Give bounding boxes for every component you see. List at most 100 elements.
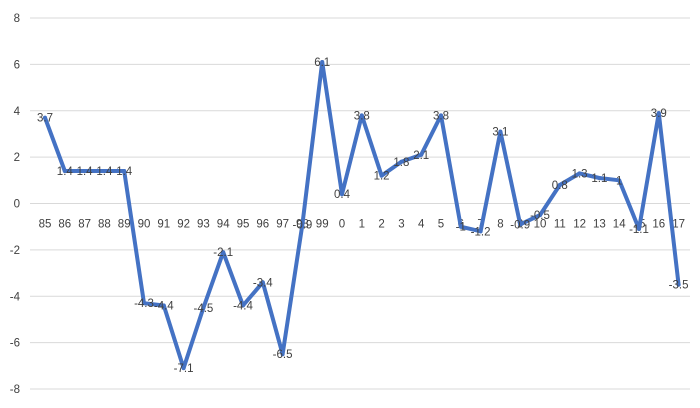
data-point — [181, 366, 186, 371]
x-tick-label: 97 — [276, 219, 289, 231]
data-label: 3.7 — [37, 113, 53, 125]
data-label: -7.1 — [174, 363, 194, 375]
x-tick-label: 3 — [398, 219, 404, 231]
data-point — [260, 280, 265, 285]
x-tick-label: 89 — [118, 219, 131, 231]
data-point — [142, 301, 146, 306]
data-point — [458, 224, 463, 229]
x-tick-label: 11 — [554, 219, 566, 231]
x-tick-label: 85 — [39, 219, 52, 231]
data-point — [280, 352, 285, 357]
y-axis-tick-labels: 8 6 4 2 0 -2 -4 -6 -8 — [10, 13, 21, 396]
data-labels: 3.71.4 1.4 1.4 1.4-4.3 -4.4-7.1-4.5-2.1-4.4-… — [37, 57, 689, 375]
data-point — [538, 213, 542, 218]
x-tick-label: 87 — [78, 219, 91, 231]
x-tick-label: 94 — [217, 219, 230, 231]
data-label: 2.1 — [413, 150, 429, 162]
y-tick-label: 0 — [14, 199, 20, 211]
data-point — [518, 222, 523, 227]
y-tick-label: 2 — [14, 152, 20, 164]
data-label: -4.5 — [193, 303, 213, 315]
data-label: 3.9 — [651, 108, 667, 120]
data-point — [122, 169, 127, 174]
data-label: -6.5 — [273, 349, 293, 361]
data-point — [221, 250, 226, 255]
data-label: 1.3 — [572, 168, 588, 180]
x-tick-label: 99 — [316, 219, 329, 231]
data-point — [359, 113, 364, 118]
data-label: -1.2 — [471, 226, 491, 238]
data-label: 1.2 — [374, 171, 390, 183]
y-tick-label: 8 — [14, 13, 20, 25]
y-tick-label: 6 — [14, 59, 20, 71]
data-label: 1.8 — [393, 157, 409, 169]
x-tick-label: 14 — [613, 219, 626, 231]
series-line — [43, 60, 681, 371]
data-label: -0.9 — [510, 219, 530, 231]
data-label: 0.8 — [552, 180, 568, 192]
data-label: 1 — [616, 175, 622, 187]
data-point — [557, 182, 562, 187]
x-tick-label: 12 — [573, 219, 586, 231]
x-tick-label: 90 — [138, 219, 151, 231]
data-label: 3.1 — [492, 127, 508, 139]
data-label: 0.4 — [334, 189, 351, 201]
data-label: -3.5 — [669, 280, 689, 292]
data-label: 3.8 — [433, 110, 449, 122]
x-tick-label: 5 — [438, 219, 444, 231]
data-label: 1.4 — [116, 166, 133, 178]
data-label: -0.9 — [292, 219, 312, 231]
data-point — [161, 303, 166, 308]
data-label: -4.4 — [154, 301, 174, 313]
data-label: -3.4 — [253, 277, 273, 289]
data-point — [379, 173, 384, 178]
data-point — [656, 111, 661, 116]
data-label: 1.4 — [77, 166, 94, 178]
data-point — [43, 115, 47, 120]
x-tick-label: 4 — [418, 219, 425, 231]
x-tick-label: 88 — [98, 219, 111, 231]
data-point — [62, 169, 67, 174]
data-point — [102, 169, 107, 174]
data-label: -2.1 — [213, 247, 233, 259]
x-tick-label: 86 — [58, 219, 71, 231]
data-point — [676, 282, 681, 287]
data-point — [637, 227, 641, 232]
data-point — [320, 60, 325, 65]
data-point — [419, 152, 424, 157]
y-tick-label: -2 — [10, 245, 20, 257]
y-tick-label: -6 — [10, 338, 20, 350]
data-label: -0.5 — [530, 210, 550, 222]
data-label: 1.4 — [96, 166, 113, 178]
data-label: -1 — [456, 222, 466, 234]
data-point — [399, 159, 404, 164]
x-tick-label: 10 — [534, 219, 547, 231]
data-label: 3.8 — [354, 110, 370, 122]
data-point — [241, 303, 245, 308]
y-tick-label: 4 — [14, 106, 21, 118]
x-axis-tick-labels: 8586878889909192939495969798990123456789… — [39, 219, 685, 231]
data-label: 6.1 — [314, 57, 330, 69]
data-point — [300, 222, 305, 227]
series-line-group — [43, 60, 681, 371]
data-label: -4.4 — [233, 301, 253, 313]
data-label: 1.1 — [591, 173, 607, 185]
x-tick-label: 92 — [177, 219, 190, 231]
data-label: -4.3 — [134, 298, 154, 310]
x-tick-label: 1 — [359, 219, 365, 231]
data-point — [577, 171, 582, 176]
data-label: -1.1 — [629, 224, 649, 236]
y-tick-label: -8 — [10, 384, 20, 396]
x-tick-label: 13 — [593, 219, 606, 231]
x-tick-label: 95 — [237, 219, 250, 231]
x-tick-label: 91 — [157, 219, 170, 231]
x-tick-label: 16 — [652, 219, 665, 231]
y-tick-label: -4 — [10, 291, 21, 303]
data-point — [478, 229, 483, 234]
x-tick-label: 8 — [497, 219, 503, 231]
data-label: 1.4 — [57, 166, 74, 178]
data-point — [82, 169, 87, 174]
x-tick-label: 93 — [197, 219, 210, 231]
data-point — [597, 175, 602, 180]
